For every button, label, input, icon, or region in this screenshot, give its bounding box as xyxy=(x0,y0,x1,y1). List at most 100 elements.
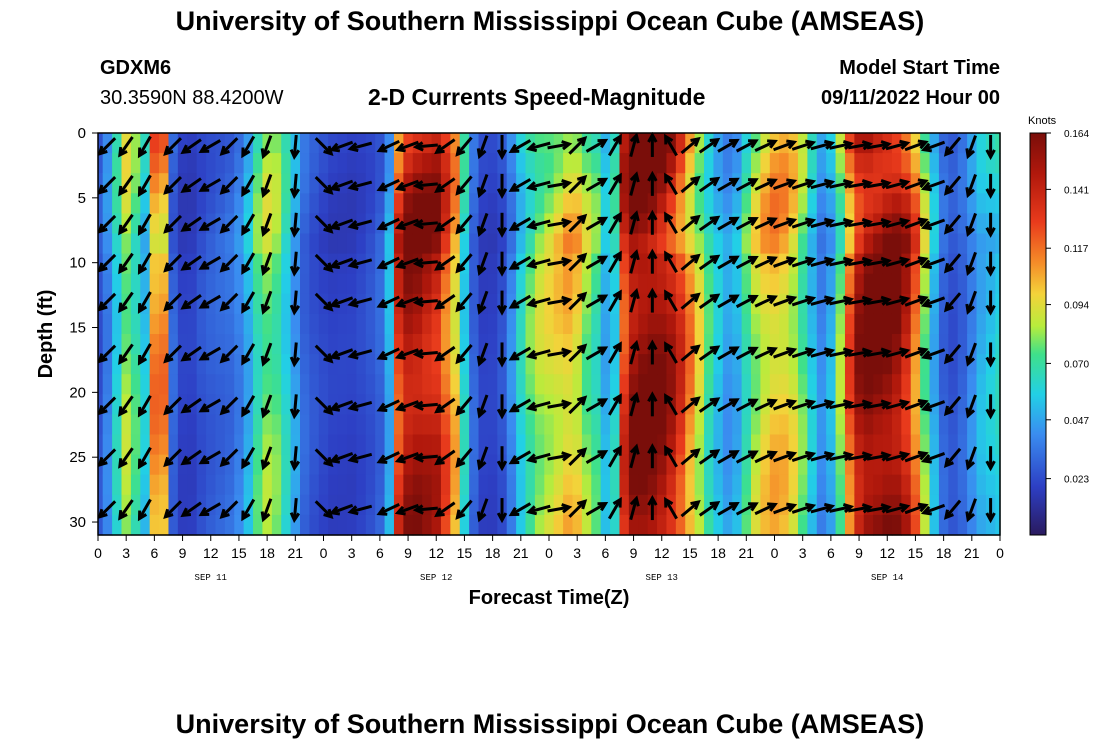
heatmap-cell xyxy=(751,354,762,375)
current-vector xyxy=(455,499,473,520)
vector-head xyxy=(241,147,251,159)
heatmap-cell xyxy=(591,474,602,496)
vector-shaft xyxy=(292,212,298,235)
vector-shaft xyxy=(350,297,373,306)
vector-shaft xyxy=(885,141,908,151)
current-vector xyxy=(180,255,202,271)
vector-head xyxy=(97,145,108,156)
vector-shaft xyxy=(664,135,678,157)
heatmap-cell xyxy=(600,253,611,275)
heatmap-cell xyxy=(544,374,555,395)
heatmap-cell xyxy=(985,273,996,295)
vector-shaft xyxy=(568,448,587,467)
heatmap-cell xyxy=(431,193,442,214)
heatmap-cell xyxy=(112,313,123,335)
vector-head xyxy=(748,139,759,149)
current-vector xyxy=(568,447,588,467)
heatmap-cell xyxy=(732,374,743,395)
heatmap-cell xyxy=(384,474,395,496)
heatmap-cell xyxy=(328,514,339,536)
heatmap-cell xyxy=(149,394,160,415)
vector-head xyxy=(690,344,701,355)
heatmap-cell xyxy=(713,173,724,194)
heatmap-cell xyxy=(826,193,837,214)
heatmap-cell xyxy=(638,313,649,335)
heatmap-cell xyxy=(657,494,668,516)
vector-shaft xyxy=(164,344,183,363)
heatmap-cell xyxy=(563,454,574,476)
vector-shaft xyxy=(717,216,738,231)
heatmap-cell xyxy=(112,133,123,154)
current-vector xyxy=(219,448,239,468)
current-vector xyxy=(585,177,609,192)
current-vector xyxy=(943,136,962,157)
vector-head xyxy=(163,353,174,364)
heatmap-cell xyxy=(788,374,799,395)
vector-shaft xyxy=(664,343,678,364)
heatmap-cell xyxy=(844,153,855,174)
vector-shaft xyxy=(966,394,977,417)
heatmap-cell xyxy=(487,494,498,516)
heatmap-cell xyxy=(938,394,949,415)
vector-shaft xyxy=(350,452,373,462)
heatmap-cell xyxy=(779,233,790,255)
heatmap-cell xyxy=(638,374,649,395)
heatmap-cell xyxy=(976,213,987,235)
current-vector xyxy=(698,254,721,271)
heatmap-cell xyxy=(995,213,1001,235)
heatmap-cell xyxy=(422,233,433,255)
current-vector xyxy=(735,502,759,516)
heatmap-cell xyxy=(835,494,846,516)
vector-shaft xyxy=(331,257,354,268)
heatmap-cell xyxy=(206,313,217,335)
heatmap-cell xyxy=(854,313,865,335)
vector-head xyxy=(198,351,210,361)
x-tick-label: 3 xyxy=(573,545,581,561)
heatmap-cell xyxy=(469,434,480,456)
heatmap-cell xyxy=(732,173,743,194)
heatmap-cell xyxy=(253,474,264,496)
current-vector xyxy=(347,452,373,464)
heatmap-cell xyxy=(647,153,658,174)
heatmap-cell xyxy=(121,293,132,315)
vector-shaft xyxy=(98,253,117,272)
heatmap-cell xyxy=(553,153,564,174)
heatmap-cell xyxy=(816,273,827,295)
heatmap-cell xyxy=(309,354,320,375)
vector-head xyxy=(612,172,622,184)
vector-head xyxy=(118,146,128,158)
heatmap-cell xyxy=(262,334,273,355)
vector-head xyxy=(260,459,271,471)
vector-head xyxy=(985,227,996,238)
heatmap-cell xyxy=(769,313,780,335)
vector-shaft xyxy=(717,255,738,270)
heatmap-cell xyxy=(187,273,198,295)
vector-shaft xyxy=(629,498,638,521)
current-vector xyxy=(163,253,183,273)
vector-head xyxy=(709,254,721,265)
current-vector xyxy=(943,253,962,274)
heatmap-cell xyxy=(967,233,978,255)
vector-head xyxy=(329,402,341,412)
heatmap-cell xyxy=(149,153,160,174)
heatmap-cell xyxy=(976,494,987,516)
heatmap-cell xyxy=(704,514,715,536)
heatmap-cell xyxy=(797,193,808,214)
heatmap-cell xyxy=(610,374,621,395)
vector-shaft xyxy=(735,256,757,270)
vector-head xyxy=(496,408,508,420)
heatmap-cell xyxy=(516,434,527,456)
model-start-label: Model Start Time xyxy=(839,57,1000,79)
chart-subtitle: 2-D Currents Speed-Magnitude xyxy=(368,84,706,110)
vector-shaft xyxy=(456,344,473,363)
heatmap-cell xyxy=(112,253,123,275)
current-vector xyxy=(412,296,438,308)
heatmap-cell xyxy=(769,454,780,476)
vector-shaft xyxy=(966,342,977,365)
vector-shaft xyxy=(829,297,852,306)
current-vector xyxy=(698,215,721,232)
heatmap-cell xyxy=(797,293,808,315)
vector-head xyxy=(412,219,424,230)
current-vector xyxy=(347,504,373,516)
heatmap-cell xyxy=(910,273,921,295)
